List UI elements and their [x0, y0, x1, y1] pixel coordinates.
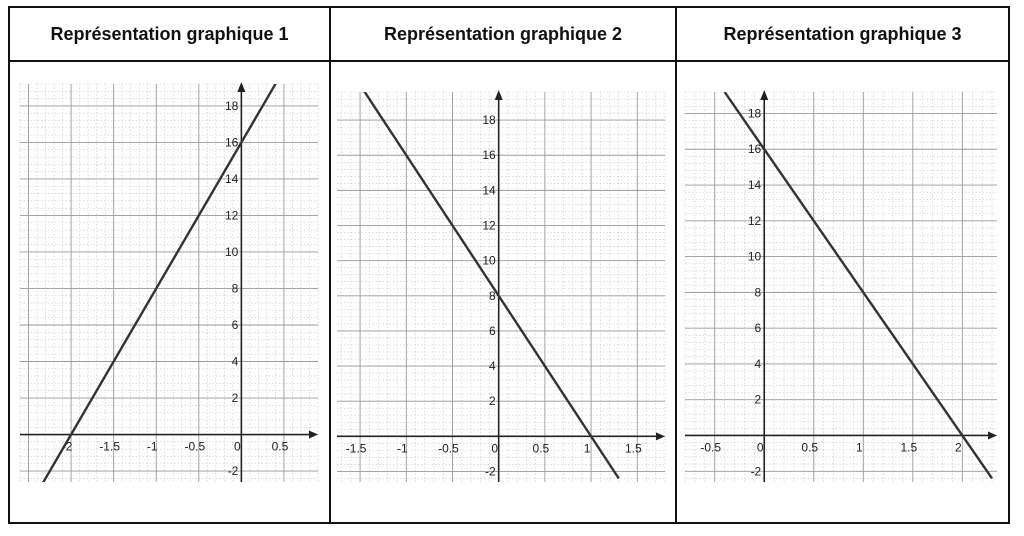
- y-tick-label: 6: [755, 321, 762, 335]
- grid: [337, 91, 666, 482]
- y-tick-label: 14: [482, 183, 496, 197]
- table-frame: Représentation graphique 1 Représentatio…: [8, 6, 1010, 524]
- x-tick-label: 0: [491, 441, 498, 455]
- x-tick-label: -1.5: [346, 441, 367, 455]
- y-axis-arrow: [494, 90, 503, 100]
- series-line: [363, 92, 620, 480]
- chart-title-1: Représentation graphique 1: [50, 24, 289, 44]
- x-tick-label: -0.5: [700, 440, 721, 454]
- y-tick-label: 4: [489, 359, 496, 373]
- y-tick-label: 14: [748, 178, 762, 192]
- series-line: [723, 92, 994, 480]
- y-tick-label: 18: [748, 106, 762, 120]
- x-tick-label: 2: [955, 440, 962, 454]
- x-tick-label: 1.5: [625, 441, 642, 455]
- chart-title-2: Représentation graphique 2: [383, 24, 623, 44]
- x-axis-arrow: [656, 432, 665, 441]
- y-tick-label: -2: [228, 464, 239, 478]
- header-divider: [10, 60, 1008, 62]
- chart-2: -1.5 -1 -0.5 0 0.5 1 1.5 -2 2 4 6 8 10 12 14 16 18: [337, 90, 666, 482]
- y-tick-label: 18: [225, 99, 239, 113]
- y-tick-label: 10: [482, 254, 496, 268]
- column-divider-1: [329, 8, 331, 522]
- y-tick-label: 14: [225, 172, 239, 186]
- y-tick-label: 8: [489, 289, 496, 303]
- y-tick-label: 6: [232, 318, 239, 332]
- y-tick-label: 8: [232, 281, 239, 295]
- y-tick-label: 12: [748, 214, 762, 228]
- y-tick-label: 2: [755, 393, 762, 407]
- y-tick-label: 12: [225, 208, 239, 222]
- x-tick-label: -0.5: [184, 440, 205, 454]
- column-divider-2: [675, 8, 677, 522]
- y-axis-arrow: [237, 82, 246, 92]
- x-tick-label: -1.5: [99, 440, 120, 454]
- x-tick-label: -1: [397, 441, 408, 455]
- x-axis-arrow: [309, 430, 318, 439]
- y-tick-label: 6: [489, 324, 496, 338]
- y-tick-label: 16: [482, 148, 496, 162]
- x-tick-label: 0: [757, 440, 764, 454]
- chart-3: -0.5 0 0.5 1 1.5 2 -2 2 4 6 8 10 12 14 16 18: [684, 90, 997, 482]
- y-tick-label: -2: [485, 464, 496, 478]
- chart-1: -2 -1.5 -1 -0.5 0 0.5 -2 2 4 6 8 10 12 14 16 18: [19, 82, 319, 482]
- x-tick-label: 0.5: [533, 441, 550, 455]
- y-tick-label: 18: [482, 113, 496, 127]
- y-tick-label: 16: [225, 135, 239, 149]
- x-tick-label: -0.5: [438, 441, 459, 455]
- grid: [684, 91, 997, 482]
- x-tick-label: 1.5: [900, 440, 917, 454]
- y-tick-label: 10: [748, 250, 762, 264]
- y-tick-label: 10: [225, 245, 239, 259]
- series-line: [42, 84, 277, 482]
- x-axis-arrow: [988, 431, 997, 440]
- y-tick-label: 4: [755, 357, 762, 371]
- y-tick-label: 8: [755, 285, 762, 299]
- y-tick-label: 2: [489, 394, 496, 408]
- y-tick-label: 16: [748, 142, 762, 156]
- x-tick-label: 0.5: [801, 440, 818, 454]
- y-tick-label: 4: [232, 355, 239, 369]
- y-axis-arrow: [760, 90, 769, 100]
- x-tick-label: 1: [584, 441, 591, 455]
- y-tick-label: -2: [751, 464, 762, 478]
- x-tick-label: -2: [62, 440, 73, 454]
- x-tick-label: 0: [234, 440, 241, 454]
- y-tick-label: 12: [482, 219, 496, 233]
- x-tick-label: -1: [147, 440, 158, 454]
- grid: [19, 83, 319, 482]
- x-tick-label: 0.5: [272, 440, 289, 454]
- y-tick-label: 2: [232, 391, 239, 405]
- chart-title-3: Représentation graphique 3: [723, 24, 962, 44]
- x-tick-label: 1: [856, 440, 863, 454]
